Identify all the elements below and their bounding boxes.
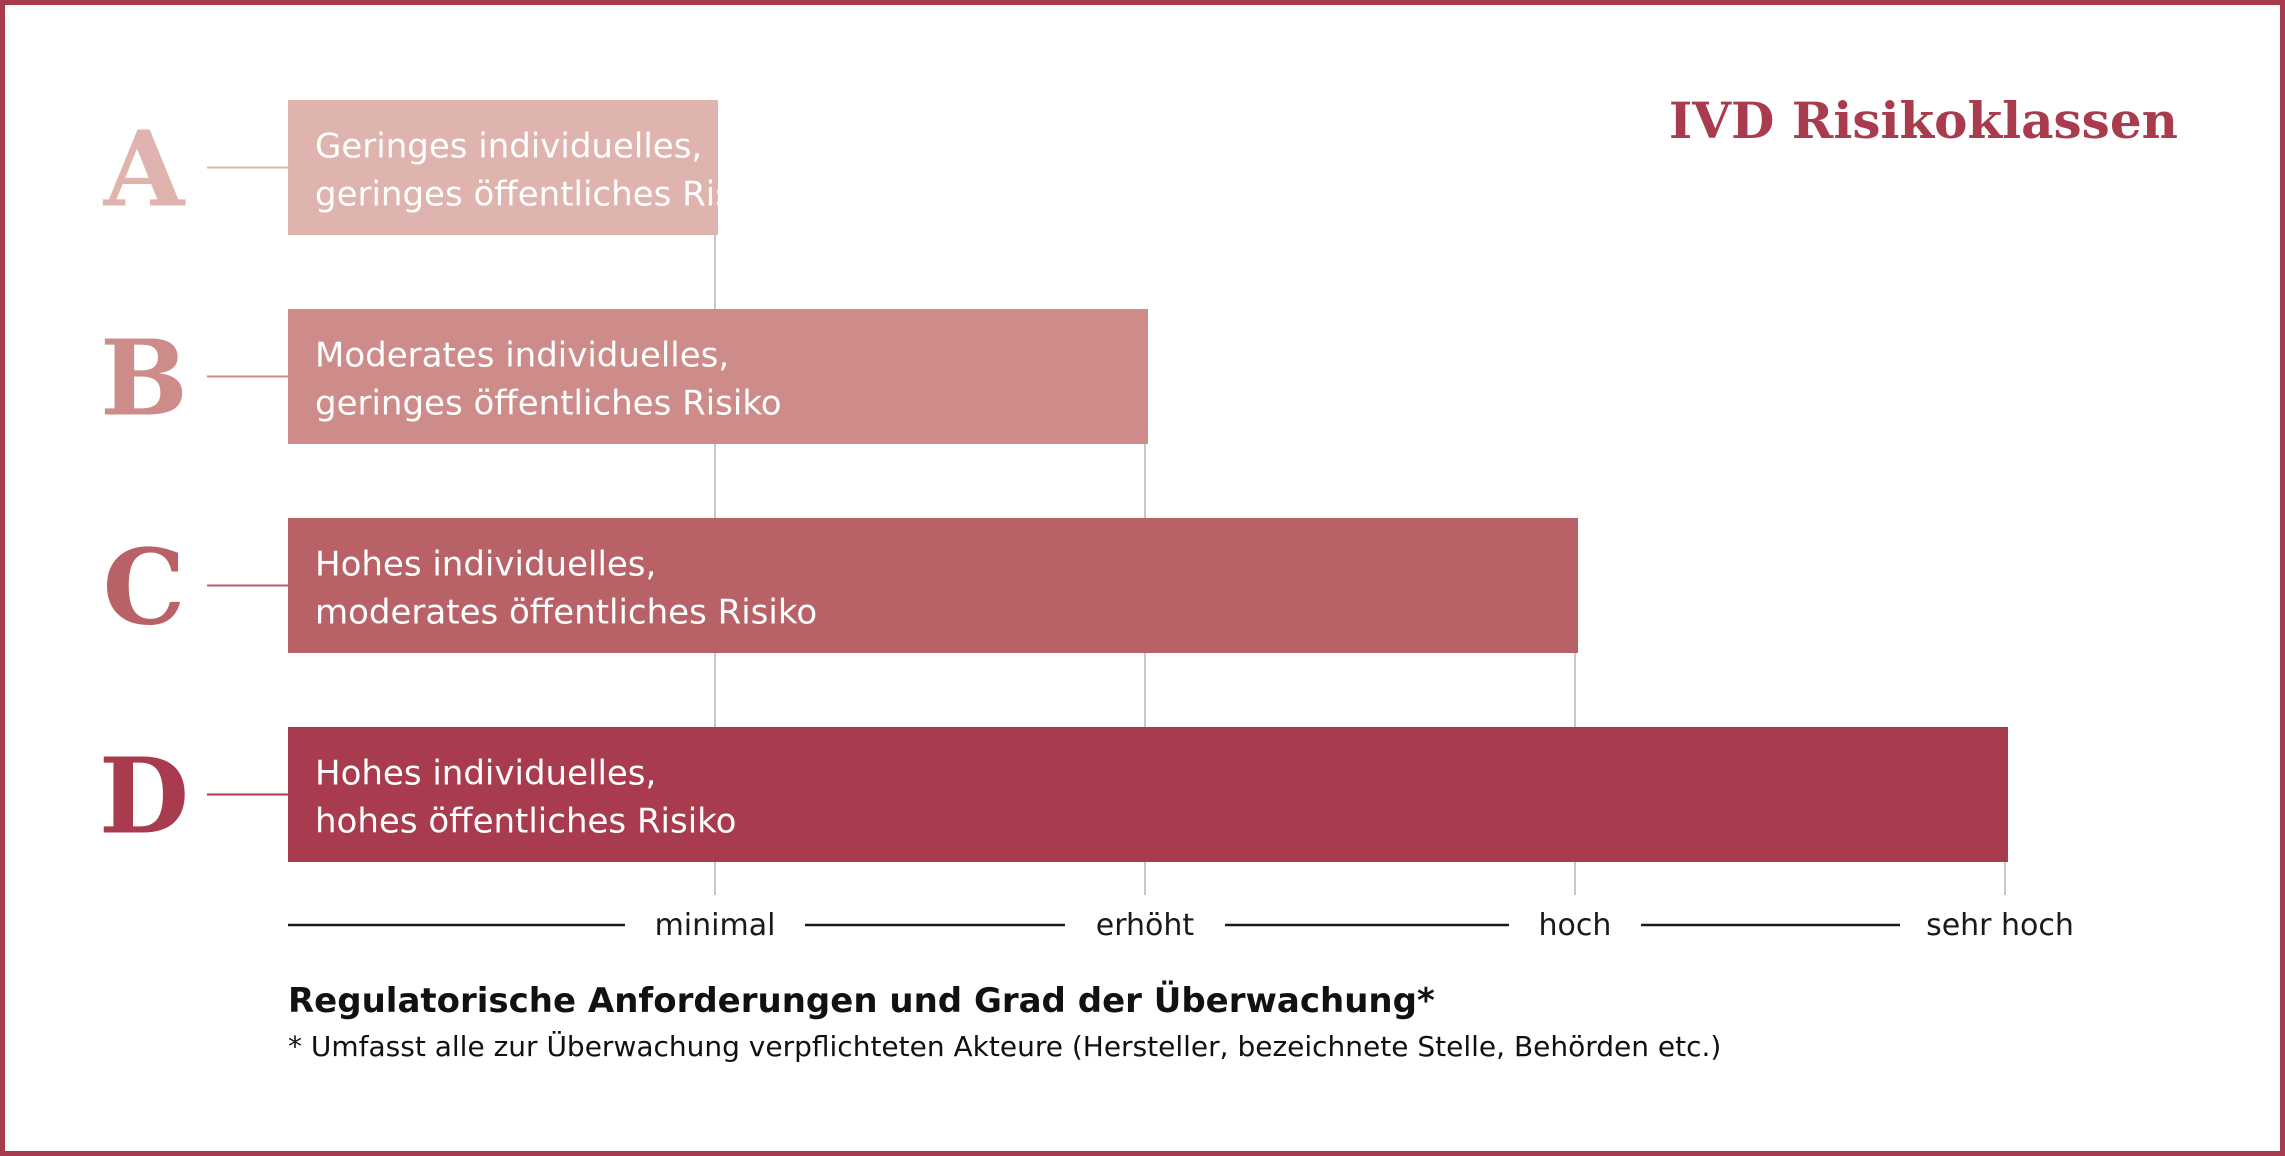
x-axis: minimal erhöht hoch sehr hoch [288, 895, 2074, 943]
bar-label-c: Hohes individuelles, moderates öffentlich… [315, 545, 817, 633]
tick-label-hoch: hoch [1539, 908, 1612, 943]
bar-label-a-line-1: Geringes individuelles, [315, 127, 702, 167]
class-letter-d: D [99, 735, 189, 858]
bar-label-d-line-1: Hohes individuelles, [315, 754, 656, 794]
bar-label-b-line-2: geringes öffentliches Risiko [315, 384, 782, 424]
class-letter-b: B [100, 317, 188, 440]
bar-b [288, 309, 1148, 444]
bar-label-d: Hohes individuelles, hohes öffentliches R… [315, 754, 736, 842]
bar-label-d-line-2: hohes öffentliches Risiko [315, 802, 736, 842]
bar-c [288, 518, 1578, 653]
class-letter-a: A [103, 108, 186, 231]
bar-label-a: Geringes individuelles, geringes öffentli… [315, 127, 782, 215]
class-letter-c: C [103, 526, 186, 649]
bar-label-c-line-2: moderates öffentliches Risiko [315, 593, 817, 633]
bar-label-c-line-1: Hohes individuelles, [315, 545, 656, 585]
footnote: * Umfasst alle zur Überwachung verpflich… [288, 1029, 1721, 1063]
bar-label-a-line-2: geringes öffentliches Risiko [315, 175, 782, 215]
chart-title: IVD Risikoklassen [1669, 91, 2178, 150]
tick-label-erhoeht: erhöht [1096, 908, 1195, 943]
bar-a [288, 100, 718, 235]
tick-label-minimal: minimal [655, 908, 776, 943]
bars-group: A Geringes individuelles, geringes öffentl… [99, 100, 2008, 862]
bar-label-b: Moderates individuelles, geringes öffentl… [315, 336, 782, 424]
axis-title: Regulatorische Anforderungen und Grad de… [288, 980, 1435, 1021]
tick-label-sehr-hoch: sehr hoch [1926, 908, 2074, 943]
bar-d [288, 727, 2008, 862]
bar-label-b-line-1: Moderates individuelles, [315, 336, 729, 376]
